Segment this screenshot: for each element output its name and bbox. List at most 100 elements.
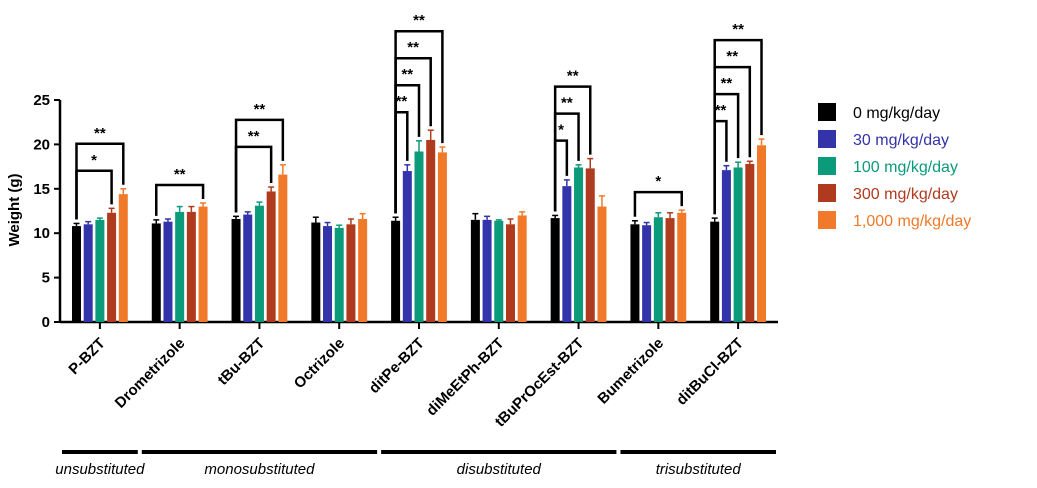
legend-swatch — [818, 157, 836, 175]
bar — [574, 167, 584, 322]
bar — [186, 211, 196, 322]
significance-bracket — [75, 169, 113, 220]
y-tick-label: 15 — [33, 181, 50, 198]
legend-label: 1,000 mg/kg/day — [853, 213, 971, 230]
bar — [118, 194, 128, 322]
significance-mark: * — [655, 173, 661, 190]
bar — [198, 206, 208, 322]
bar — [278, 174, 288, 322]
significance-mark: * — [558, 122, 564, 139]
bar — [391, 220, 401, 322]
bar — [163, 221, 173, 322]
legend-swatch — [818, 103, 836, 121]
group-label: disubstituted — [457, 461, 542, 478]
significance-mark: ** — [732, 21, 744, 38]
significance-mark: ** — [407, 39, 419, 56]
significance-bracket — [155, 183, 205, 216]
significance-mark: ** — [248, 128, 260, 145]
bar — [482, 219, 492, 322]
bar — [757, 145, 767, 322]
legend-swatch — [818, 130, 836, 148]
bar — [83, 224, 93, 322]
significance-bracket — [234, 145, 273, 213]
significance-mark: ** — [254, 101, 266, 118]
bar — [231, 218, 241, 322]
group-label: trisubstituted — [656, 461, 742, 478]
y-tick-label: 20 — [33, 136, 50, 153]
bar — [710, 221, 720, 322]
x-tick-label: P-BZT — [65, 335, 108, 378]
bar — [402, 171, 412, 322]
bars — [71, 129, 767, 322]
legend-label: 100 mg/kg/day — [853, 159, 958, 176]
significance-mark: ** — [567, 68, 579, 85]
legend-label: 300 mg/kg/day — [853, 186, 958, 203]
legend: 0 mg/kg/day 30 mg/kg/day 100 mg/kg/day 300 … — [818, 103, 971, 230]
bar — [585, 168, 595, 322]
x-tick-label: Octrizole — [291, 335, 348, 392]
bar — [494, 220, 504, 322]
x-tick-label: diMeEtPh-BZT — [423, 335, 507, 419]
significance-mark: ** — [174, 166, 186, 183]
group-label: unsubstituted — [55, 461, 145, 478]
significance-mark: ** — [94, 125, 106, 142]
bar — [642, 225, 652, 322]
bar — [358, 218, 368, 322]
bar — [562, 186, 572, 322]
bar — [550, 218, 560, 322]
group-label: monosubstituted — [204, 461, 315, 478]
bar — [505, 224, 515, 322]
significance-mark: ** — [396, 93, 408, 110]
significance-bracket — [394, 29, 444, 214]
bar — [254, 205, 264, 322]
x-tick-label: Bumetrizole — [594, 335, 667, 408]
y-tick-label: 0 — [42, 314, 50, 331]
bar — [665, 218, 675, 322]
x-tick-label: tBuPrOcEst-BZT — [492, 335, 588, 431]
significance-mark: ** — [401, 66, 413, 83]
x-tick-label: ditPe-BZT — [366, 335, 428, 397]
legend-swatch — [818, 211, 836, 229]
bar — [597, 206, 607, 322]
bar — [414, 151, 424, 322]
significance-brackets: ********* ********************** — [75, 12, 763, 220]
significance-bracket — [553, 85, 592, 212]
bar — [426, 139, 436, 322]
legend-label: 30 mg/kg/day — [853, 132, 949, 149]
legend-swatch — [818, 184, 836, 202]
bar — [653, 217, 663, 322]
significance-mark: ** — [561, 95, 573, 112]
y-tick-label: 25 — [33, 92, 50, 109]
bar — [677, 212, 687, 322]
legend-label: 0 mg/kg/day — [853, 105, 940, 122]
bar — [71, 226, 81, 322]
y-tick-label: 10 — [33, 225, 50, 242]
bar — [721, 170, 731, 322]
bar — [517, 215, 527, 322]
x-tick-label: ditBuCl-BZT — [673, 335, 747, 409]
y-axis-title: Weight (g) — [6, 173, 23, 246]
bar — [745, 163, 755, 322]
x-tick-label: tBu-BZT — [214, 335, 268, 389]
significance-mark: ** — [726, 48, 738, 65]
x-tick-label: Drometrizole — [112, 335, 189, 412]
bar — [107, 212, 117, 322]
y-tick-label: 5 — [42, 270, 50, 287]
bar — [151, 223, 161, 322]
bar — [95, 219, 105, 322]
significance-bracket — [234, 118, 285, 213]
bar — [243, 214, 253, 322]
significance-bracket — [713, 38, 763, 215]
significance-mark: ** — [715, 102, 727, 119]
bar — [346, 224, 356, 322]
bar — [334, 227, 344, 322]
bar — [311, 222, 321, 322]
significance-mark: ** — [721, 75, 733, 92]
significance-mark: ** — [413, 12, 425, 29]
bar — [630, 224, 640, 322]
bar — [733, 167, 743, 322]
significance-mark: * — [91, 152, 97, 169]
significance-bracket — [633, 190, 683, 217]
bar — [323, 226, 333, 322]
